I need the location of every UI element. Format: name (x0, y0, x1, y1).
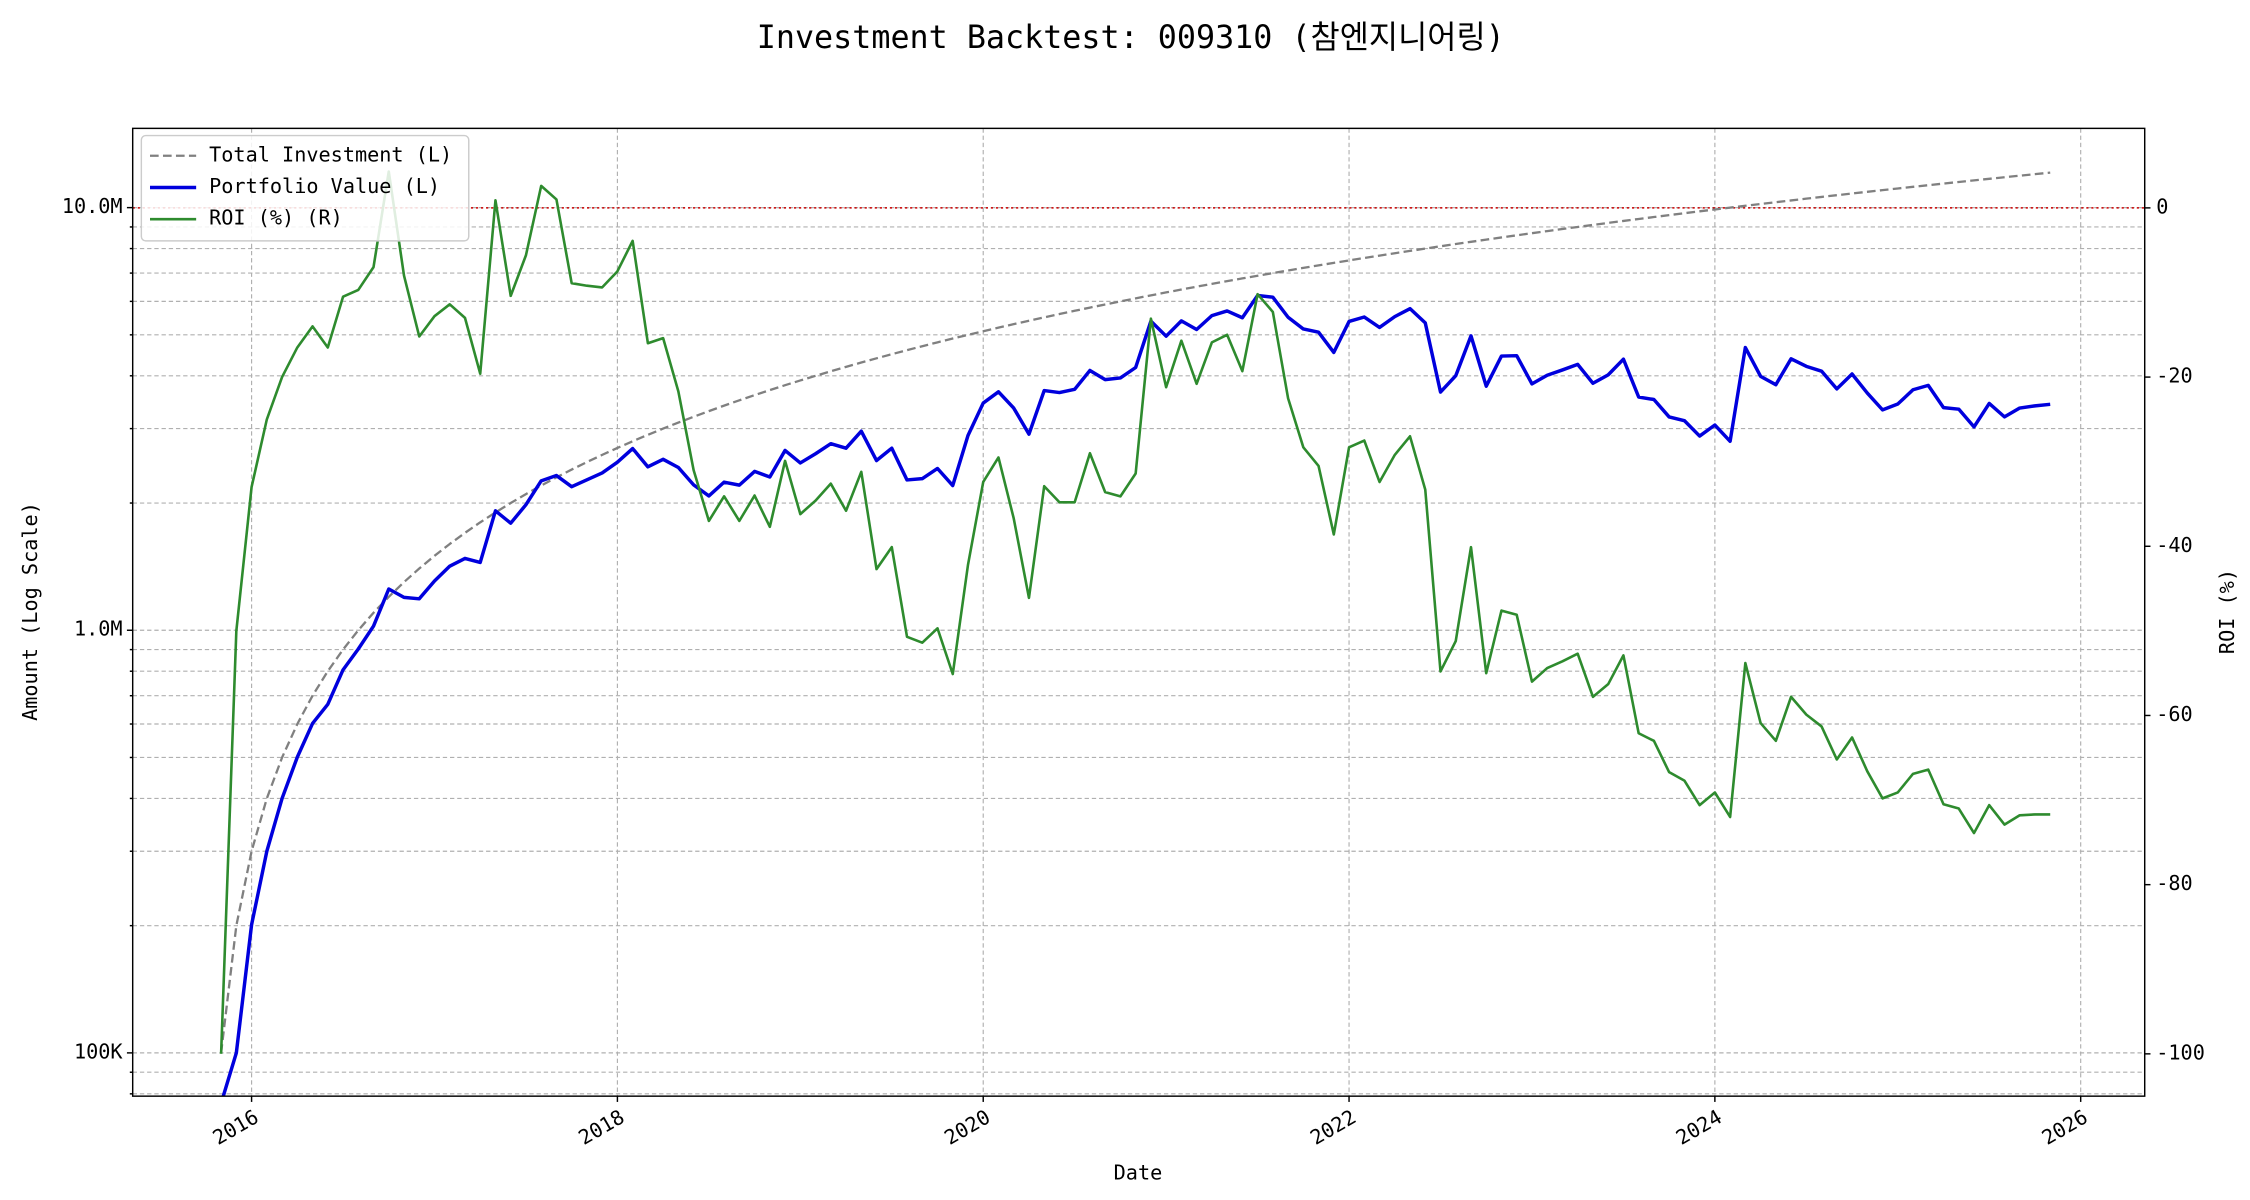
axes: 2016 2018 2020 2022 2024 2026 100K 1.0M 10.0M -10… (62, 194, 2205, 1150)
legend-box (140, 134, 470, 242)
y2-axis-label: ROI (%) (2215, 569, 2239, 654)
y2-tick-label: -100 (2156, 1040, 2205, 1064)
legend: Total Investment (L) Portfolio Value (L) R… (140, 134, 470, 242)
series-line (221, 293, 2051, 1097)
legend-label: Total Investment (L) (209, 142, 452, 166)
x-tick-label: 2026 (2038, 1105, 2092, 1150)
x-tick-label: 2016 (208, 1105, 262, 1150)
plot-area (132, 170, 2145, 1097)
x-tick-label: 2020 (940, 1105, 994, 1150)
y2-tick-label: 0 (2156, 194, 2168, 218)
y2-tick-label: -20 (2156, 364, 2192, 388)
grid (132, 128, 2145, 1097)
series-line (219, 171, 2051, 1054)
series-line (219, 170, 2051, 1054)
y-tick-label: 10.0M (62, 194, 123, 218)
legend-label: Portfolio Value (L) (209, 174, 440, 198)
y-tick-label: 100K (74, 1039, 123, 1063)
x-tick-label: 2024 (1672, 1105, 1726, 1150)
chart-title: Investment Backtest: 009310 (참엔지니어링) (757, 20, 1505, 56)
y2-tick-label: -40 (2156, 533, 2192, 557)
legend-label: ROI (%) (R) (209, 206, 343, 230)
axes-frame (131, 127, 2146, 1097)
x-axis-label: Date (1114, 1161, 1163, 1185)
y-tick-label: 1.0M (74, 617, 123, 641)
y2-tick-label: -80 (2156, 871, 2192, 895)
x-tick-label: 2022 (1306, 1105, 1360, 1150)
y2-tick-label: -60 (2156, 702, 2192, 726)
x-tick-label: 2018 (574, 1105, 628, 1150)
y-axis-label: Amount (Log Scale) (18, 502, 42, 721)
